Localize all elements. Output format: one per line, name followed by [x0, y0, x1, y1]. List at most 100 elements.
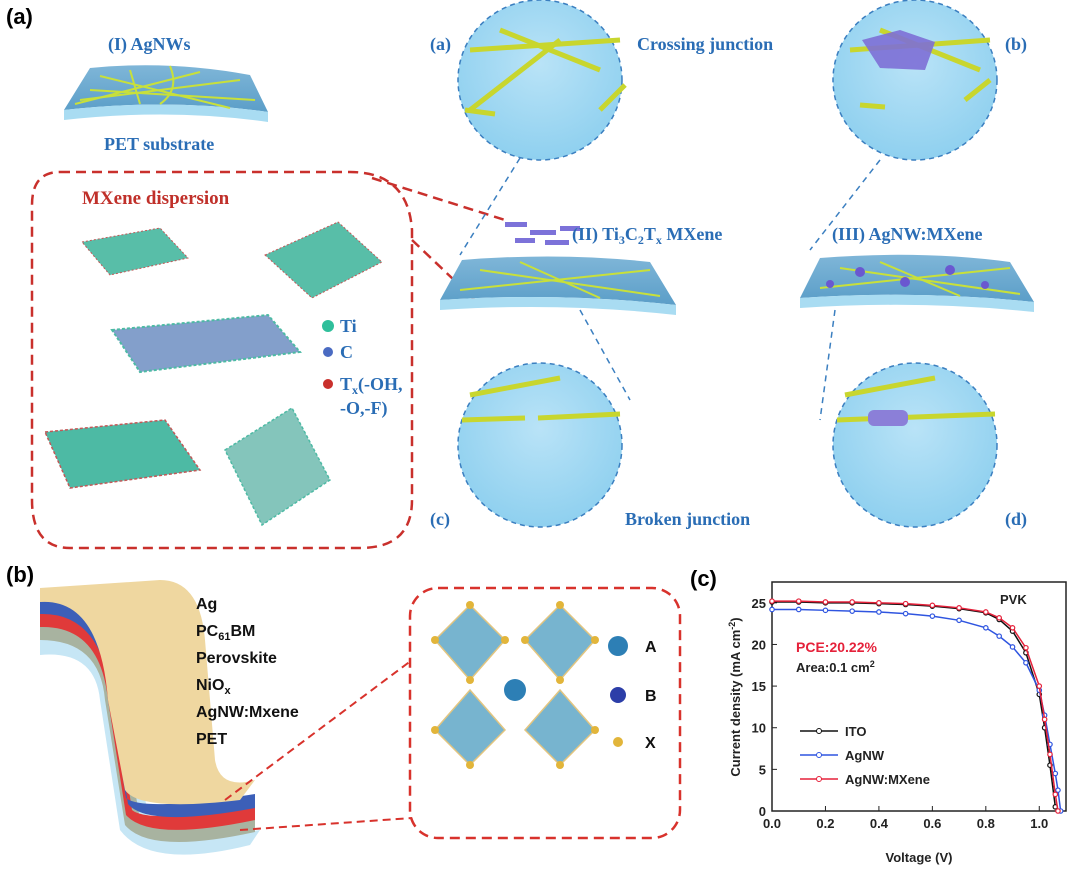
- layer-niox: NiOx: [196, 677, 231, 697]
- pcbm-main: PC: [196, 623, 219, 640]
- mxene-flakes: [43, 221, 383, 527]
- y-axis-label: Current density (mA cm-2): [727, 617, 743, 776]
- plot-frame: [771, 581, 1067, 812]
- y-axis-text: Current density (mA cm: [728, 630, 743, 777]
- chart-legend: ITO AgNW AgNW:MXene: [800, 724, 930, 787]
- layer-perovskite: Perovskite: [196, 650, 277, 667]
- data-point: [849, 608, 855, 614]
- pet-substrate-illustration: [64, 65, 268, 122]
- data-point: [996, 633, 1002, 639]
- inset-a-label: (a): [430, 34, 451, 55]
- crossing-junction-label: Crossing junction: [637, 34, 773, 54]
- data-point: [902, 610, 909, 617]
- zoom-lines-perovskite: [224, 659, 413, 831]
- zoom-lines-blue: [459, 157, 881, 421]
- inset-d-label: (d): [1005, 509, 1027, 530]
- mxene-title-sub: x: [656, 233, 662, 247]
- x-axis-label: Voltage (V): [886, 850, 953, 865]
- panel-c-label: (c): [690, 566, 717, 591]
- legend-c: C: [340, 342, 353, 362]
- data-point: [1036, 683, 1043, 689]
- area-annotation: Area:0.1 cm2: [796, 659, 875, 675]
- mxene-coated-substrate: [440, 222, 676, 315]
- data-point: [849, 599, 855, 605]
- data-point: [983, 624, 989, 631]
- data-point: [1055, 787, 1061, 793]
- layer-pcbm: PC61BM: [196, 623, 255, 643]
- ti-atom-icon: [322, 320, 334, 332]
- y-tick-label: 0: [759, 804, 766, 819]
- inset-crossing-junction: [457, 0, 627, 161]
- x-tick-label: 0.6: [923, 816, 941, 831]
- data-point: [876, 600, 882, 606]
- data-point: [876, 609, 882, 615]
- niox-main: NiO: [196, 677, 224, 694]
- mxene-title: (II) Ti3C2Tx MXene: [572, 224, 722, 247]
- legend-marker: [816, 752, 822, 758]
- data-point: [1023, 644, 1029, 651]
- legend-marker: [816, 728, 822, 734]
- mxene-title-c: C: [625, 224, 638, 244]
- y-tick-label: 15: [752, 679, 766, 694]
- pcbm-sub: 61: [218, 631, 230, 643]
- inset-broken-junction: [457, 362, 623, 528]
- legend-ti: Ti: [340, 316, 357, 336]
- perovskite-crystal-illustration: [431, 601, 599, 769]
- pce-annotation: PCE:20.22%: [796, 639, 877, 655]
- x-tick-label: 1.0: [1030, 816, 1048, 831]
- composite-title: (III) AgNW:MXene: [832, 224, 983, 245]
- y-tick-label: 25: [752, 596, 766, 611]
- series-group: [769, 598, 1064, 814]
- legend-marker: [816, 776, 822, 782]
- agnws-title: (I) AgNWs: [108, 34, 191, 55]
- data-point: [1047, 751, 1053, 758]
- data-point: [1009, 644, 1016, 650]
- inset-b-label: (b): [1005, 34, 1027, 55]
- mxene-title-suffix: MXene: [662, 224, 722, 244]
- y-axis-sup: -2: [727, 622, 737, 630]
- niox-sub: x: [224, 685, 231, 697]
- x-tick-label: 0.8: [977, 816, 995, 831]
- layer-pet: PET: [196, 731, 227, 748]
- data-point: [822, 607, 829, 614]
- data-point: [1009, 624, 1016, 631]
- data-point: [956, 605, 962, 611]
- pet-substrate-label: PET substrate: [104, 134, 214, 154]
- data-point: [983, 609, 989, 615]
- data-point: [1041, 716, 1048, 723]
- composite-substrate: [800, 254, 1034, 312]
- mxene-dispersion-title: MXene dispersion: [82, 188, 230, 209]
- data-point: [1052, 770, 1059, 777]
- pvk-annotation: PVK: [1000, 592, 1027, 607]
- b-site-icon: [610, 687, 626, 703]
- area-text: Area:0.1 cm: [796, 660, 870, 675]
- mxene-title-prefix: (II) Ti: [572, 224, 619, 245]
- series-line: [772, 608, 1062, 812]
- flexible-device-stack-illustration: [40, 580, 260, 855]
- data-point: [996, 615, 1002, 621]
- data-point: [929, 602, 936, 609]
- y-tick-label: 20: [752, 637, 766, 652]
- legend-tx: Tx(-OH,: [340, 374, 403, 397]
- tx-sub: x: [352, 383, 358, 397]
- x-tick-label: 0.0: [763, 816, 781, 831]
- data-point: [822, 599, 829, 605]
- data-point: [795, 606, 802, 613]
- mxene-title-sub: 2: [638, 233, 644, 247]
- series-line: [772, 601, 1057, 807]
- series-agnw: [769, 606, 1064, 814]
- data-point: [1052, 791, 1059, 798]
- crystal-legend-x: X: [645, 735, 656, 752]
- y-tick-label: 5: [759, 762, 766, 777]
- mxene-title-sub: 3: [619, 233, 625, 247]
- legend-label: ITO: [845, 724, 866, 739]
- data-point: [1055, 808, 1061, 814]
- y-tick-label: 10: [752, 721, 766, 736]
- panel-b-label: (b): [6, 562, 34, 587]
- layer-labels: Ag PC61BM Perovskite NiOx AgNW:Mxene PET: [196, 596, 299, 748]
- layer-agnw-mxene: AgNW:Mxene: [196, 704, 299, 721]
- panel-a-label: (a): [6, 4, 33, 29]
- mxene-dispersion-box: [30, 170, 414, 550]
- data-point: [769, 606, 775, 613]
